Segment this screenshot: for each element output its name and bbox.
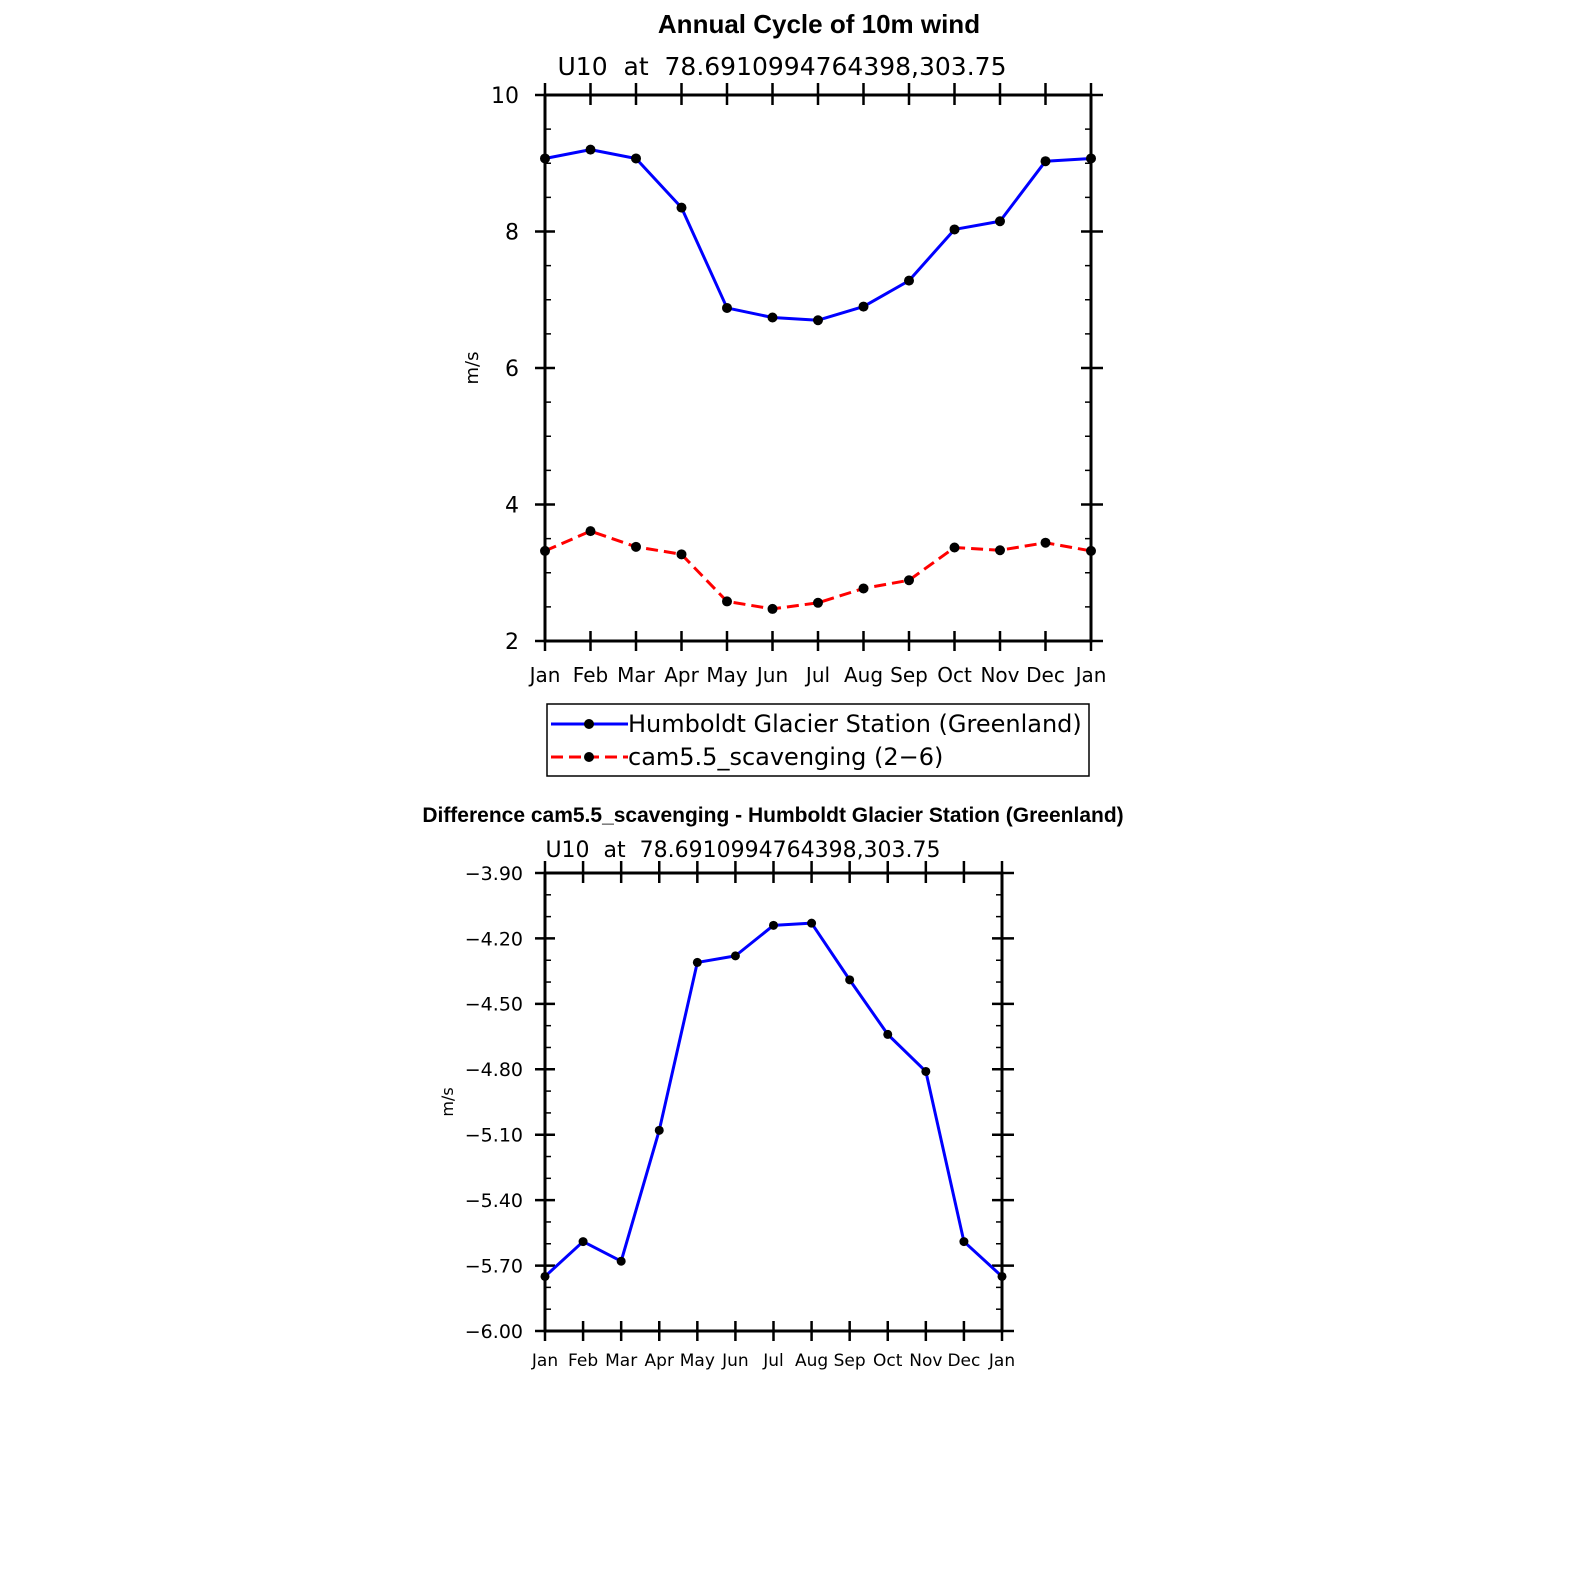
chart1-ytick-label: 2 [505,630,519,655]
chart2-series [540,918,1007,1281]
chart2-ytick-label: −5.40 [465,1190,523,1212]
chart2-xtick-label: Mar [605,1351,637,1371]
chart1-xtick-label: Aug [844,663,883,687]
chart1-ytick-label: 4 [505,493,519,518]
chart2-xtick-label: Jan [531,1351,558,1371]
chart1-series-0-point [858,301,869,312]
chart1-series-0-point [676,202,687,213]
chart1-xtick-label: Feb [573,663,608,687]
chart1-series-1-point [722,596,732,607]
annual-cycle-chart: Annual Cycle of 10m wind U10 at 78.69109… [462,9,1107,777]
chart2-xtick-label: Oct [873,1351,903,1371]
chart2-xtick-label: Nov [909,1351,942,1371]
chart2-series-0-point [807,918,817,928]
chart2-ytick-label: −3.90 [465,863,523,885]
chart2-series-0-point [692,957,702,967]
chart1-series-1-point [585,526,596,537]
chart1-series-0-point [722,302,732,313]
chart2-ytick-label: −4.20 [465,928,523,950]
chart1-series-1-point [631,541,641,552]
chart1-xtick-label: Jun [755,663,788,687]
difference-chart: Difference cam5.5_scavenging - Humboldt … [422,804,1123,1371]
chart2-ytick-label: −4.50 [465,994,523,1016]
chart2-xtick-label: Jul [762,1351,784,1371]
chart2-series-0-point [654,1125,664,1135]
chart1-xtick-label: Sep [890,663,928,687]
chart1-series-1-point [995,545,1005,556]
chart2-ylabel: m/s [438,1087,457,1116]
chart2-xtick-label: Sep [834,1351,866,1371]
chart1-xtick-label: Jan [1074,663,1107,687]
chart1-xtick-label: Jul [804,663,830,687]
chart1-xtick-label: Jan [528,663,561,687]
chart1-xtick-label: Mar [617,663,656,687]
chart1-plot-frame [543,93,1093,643]
chart2-xtick-label: Jan [988,1351,1015,1371]
chart1-xtick-label: Oct [937,663,972,687]
chart2-xtick-label: Dec [947,1351,980,1371]
chart2-ytick-label: −6.00 [465,1321,523,1343]
chart1-series-1-point [858,583,869,594]
chart2-ytick-label: −5.70 [465,1255,523,1277]
chart2-ytick-label: −5.10 [465,1125,523,1147]
legend-marker-humboldt [584,719,594,729]
chart2-xtick-label: Jun [721,1351,749,1371]
chart2-series-0-point [921,1066,931,1076]
chart1-series-0-point [631,153,641,164]
chart1-xtick-label: Dec [1026,663,1065,687]
legend-label-humboldt: Humboldt Glacier Station (Greenland) [628,710,1082,738]
chart2-plot-frame [543,871,1004,1333]
chart1-series-1-point [676,549,687,560]
chart1-series-0-point [767,312,778,323]
chart2-series-0-point [769,920,778,930]
chart1-legend: Humboldt Glacier Station (Greenland) cam… [546,703,1090,777]
chart1-series-1-point [904,575,914,586]
chart1-xtick-label: Apr [664,663,699,687]
chart1-ytick-label: 6 [505,357,519,382]
chart1-xtick-label: May [706,663,748,687]
chart1-series [540,144,1096,614]
chart1-series-1-point [767,603,778,614]
chart1-series-line-1 [544,529,1092,611]
chart1-series-line-0 [544,148,1092,322]
chart1-y-ticks: 2 4 6 8 10 [491,84,1103,655]
chart1-ytick-label: 8 [505,220,519,245]
legend-box [546,703,1090,777]
chart1-xtick-label: Nov [980,663,1019,687]
chart1-minor-ticks [545,128,1091,608]
chart1-x-ticks: Jan Feb Mar Apr May Jun Jul Aug Sep Oct Nov Dec Jan [528,83,1107,687]
chart2-series-0-point [730,951,740,961]
chart1-series-0-point [1040,156,1051,167]
chart2-series-0-point [959,1237,969,1247]
chart1-subtitle: U10 at 78.6910994764398,303.75 [558,52,1007,81]
chart1-series-1-point [1040,537,1051,548]
chart2-subtitle: U10 at 78.6910994764398,303.75 [545,838,940,863]
chart1-ylabel: m/s [462,352,483,385]
chart1-series-1-point [949,542,960,553]
chart1-series-1-point [813,597,823,608]
legend-label-cam: cam5.5_scavenging (2−6) [628,743,943,771]
chart1-series-0-point [585,144,596,155]
chart2-xtick-label: Apr [645,1351,674,1371]
chart2-series-0-point [845,975,855,985]
chart2-xtick-label: May [680,1351,715,1371]
chart2-series-0-point [883,1029,893,1039]
chart2-series-line-0 [543,921,1004,1278]
chart2-xtick-label: Feb [568,1351,598,1371]
chart1-series-0-point [904,275,914,286]
legend-marker-cam [584,752,594,762]
chart2-xtick-label: Aug [795,1351,828,1371]
chart2-x-ticks: Jan Feb Mar Apr May Jun Jul Aug Sep Oct Nov Dec Jan [531,861,1015,1371]
chart1-title: Annual Cycle of 10m wind [658,9,980,39]
chart1-series-0-point [949,224,960,235]
chart2-title: Difference cam5.5_scavenging - Humboldt … [422,804,1123,827]
chart1-series-0-point [813,315,823,326]
chart2-ytick-label: −4.80 [465,1059,523,1081]
chart2-series-0-point [616,1256,626,1266]
chart2-series-0-point [578,1237,588,1247]
chart1-ytick-label: 10 [491,84,519,109]
chart1-series-0-point [995,216,1005,227]
